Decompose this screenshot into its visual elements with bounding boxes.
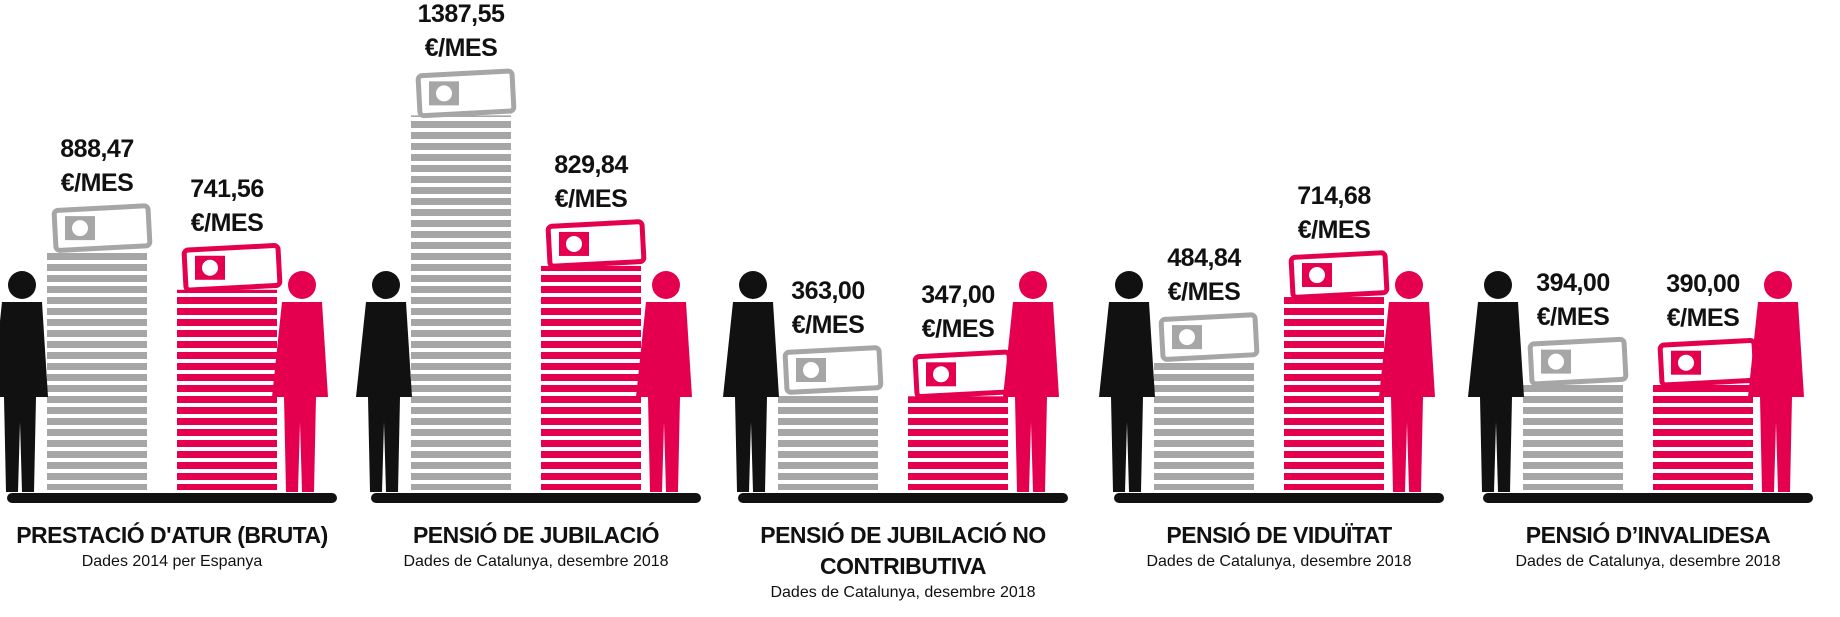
value-label: 1387,55 €/MES: [417, 0, 505, 63]
person-head: [288, 271, 316, 299]
value-label: 829,84 €/MES: [554, 150, 628, 213]
person-head: [1484, 271, 1512, 299]
person-head: [652, 271, 680, 299]
value-label: 390,00 €/MES: [1666, 269, 1740, 332]
bill-top: [1527, 336, 1629, 387]
panel-subtitle: Dades de Catalunya, desembre 2018: [770, 584, 1036, 601]
panel-title: PENSIÓ D’INVALIDESA: [1525, 522, 1771, 548]
person-silhouette: [1379, 271, 1435, 492]
bill-stack: [1154, 359, 1254, 490]
person-head: [372, 271, 400, 299]
bill-top: [51, 203, 153, 253]
bill-stack: [1653, 384, 1753, 490]
bill-top: [782, 345, 884, 395]
panel-title: PENSIÓ DE VIDUÏTAT: [1166, 522, 1392, 548]
euro-symbol: [933, 366, 949, 383]
bill-top: [1288, 250, 1390, 300]
person-body: [1379, 302, 1435, 492]
bill-stack: [1523, 383, 1623, 490]
bill-top: [912, 349, 1014, 400]
person-head: [8, 271, 36, 299]
person-body: [0, 302, 48, 492]
panel-title: PENSIÓ DE JUBILACIÓ NO CONTRIBUTIVA: [760, 522, 1046, 579]
panel-subtitle: Dades de Catalunya, desembre 2018: [1515, 553, 1781, 570]
bill-stack: [47, 250, 147, 490]
bill-stack: [1284, 297, 1384, 490]
person-head: [739, 271, 767, 299]
person-silhouette: [1468, 271, 1524, 492]
person-body: [636, 302, 692, 492]
person-head: [1764, 271, 1792, 299]
bill-top: [181, 243, 283, 293]
bill-top: [545, 219, 647, 269]
euro-symbol: [803, 361, 819, 378]
euro-symbol: [1179, 329, 1195, 346]
person-head: [1019, 271, 1047, 299]
euro-symbol: [202, 259, 218, 276]
bill-top: [1657, 337, 1759, 388]
bill-stack: [778, 391, 878, 490]
bill-top: [415, 68, 517, 119]
person-body: [1468, 302, 1524, 492]
value-label: 888,47 €/MES: [60, 135, 134, 198]
value-label: 484,84 €/MES: [1167, 244, 1241, 307]
panel-title: PRESTACIÓ D'ATUR (BRUTA): [16, 522, 328, 548]
bill-top: [1158, 312, 1260, 362]
person-body: [723, 302, 779, 492]
person-silhouette: [636, 271, 692, 492]
person-body: [1099, 302, 1155, 492]
person-head: [1115, 271, 1143, 299]
panel-title: PENSIÓ DE JUBILACIÓ: [412, 522, 660, 548]
value-label: 714,68 €/MES: [1297, 182, 1371, 245]
person-silhouette: [272, 271, 328, 492]
euro-symbol: [1548, 353, 1564, 370]
bill-stack: [541, 265, 641, 490]
euro-symbol: [72, 220, 88, 237]
panel-subtitle: Dades 2014 per Espanya: [81, 553, 263, 570]
bill-stack: [908, 396, 1008, 490]
value-label: 363,00 €/MES: [791, 276, 865, 339]
person-body: [1748, 302, 1804, 492]
euro-symbol: [566, 235, 582, 252]
person-body: [272, 302, 328, 492]
euro-symbol: [436, 85, 452, 102]
person-silhouette: [1748, 271, 1804, 492]
bill-stack: [177, 289, 277, 490]
bill-stack: [411, 115, 511, 490]
person-silhouette: [1099, 271, 1155, 492]
person-body: [1003, 302, 1059, 492]
person-silhouette: [723, 271, 779, 492]
value-label: 394,00 €/MES: [1536, 268, 1610, 331]
panel-subtitle: Dades de Catalunya, desembre 2018: [403, 553, 669, 570]
euro-symbol: [1678, 354, 1694, 371]
person-body: [356, 302, 412, 492]
euro-symbol: [1309, 267, 1325, 284]
panel-subtitle: Dades de Catalunya, desembre 2018: [1146, 553, 1412, 570]
person-silhouette: [1003, 271, 1059, 492]
person-silhouette: [356, 271, 412, 492]
value-label: 347,00 €/MES: [921, 281, 995, 344]
person-head: [1395, 271, 1423, 299]
person-silhouette: [0, 271, 48, 492]
value-label: 741,56 €/MES: [190, 174, 264, 237]
